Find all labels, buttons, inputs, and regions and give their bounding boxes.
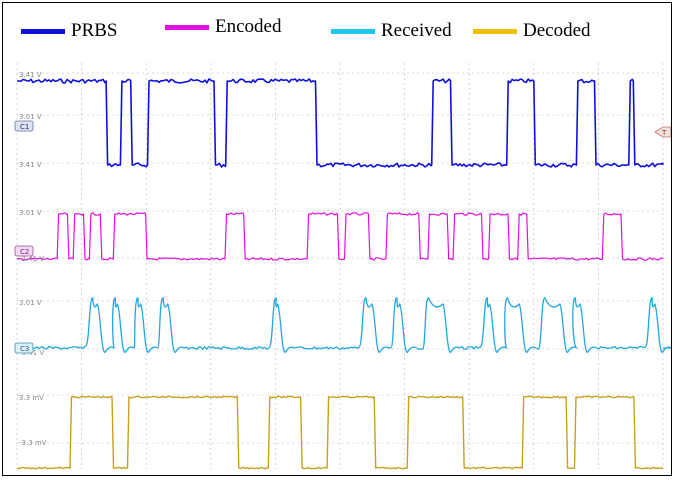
legend-label-decoded: Decoded (523, 20, 591, 41)
legend-item-received: Received (331, 19, 452, 43)
channel-marker-c1: C1 (14, 120, 34, 132)
plot-area (17, 63, 663, 469)
tick-label-prbs-top: 3.41 V (19, 71, 42, 79)
trace-encoded (16, 212, 664, 261)
tick-label-prbs-low: 3.41 V (19, 161, 42, 169)
legend-swatch-prbs (21, 28, 65, 34)
legend-item-encoded: Encoded (165, 15, 281, 39)
chart-frame: PRBS Encoded Received Decoded 3.41 V 3.0… (2, 2, 672, 476)
legend-swatch-received (331, 28, 375, 34)
svg-text:C1: C1 (20, 123, 29, 131)
tick-label-encoded-low: -3.41 V (19, 255, 44, 263)
trace-decoded (16, 395, 664, 470)
svg-text:T: T (661, 129, 667, 137)
traces (16, 78, 671, 470)
legend-item-decoded: Decoded (473, 19, 591, 43)
oscilloscope-plot: 3.41 V 3.01 V 3.41 V 3.01 V -3.41 V 3.01… (14, 63, 671, 470)
tick-label-decoded-top: 3.3 mV (19, 394, 44, 402)
tick-label-encoded-top: 3.01 V (19, 209, 42, 217)
svg-text:C2: C2 (20, 248, 29, 256)
channel-marker-c2: C2 (14, 245, 34, 257)
tick-label-received-top: 3.01 V (19, 299, 42, 307)
tick-label-decoded-low: -3.3 mV (19, 439, 47, 447)
legend-item-prbs: PRBS (21, 19, 117, 43)
legend-label-encoded: Encoded (215, 16, 282, 37)
svg-text:C3: C3 (20, 345, 29, 353)
legend-swatch-encoded (165, 24, 209, 30)
trace-prbs (17, 78, 664, 168)
tick-label-prbs-mid: 3.01 V (19, 113, 42, 121)
legend-swatch-decoded (473, 28, 517, 34)
legend-label-prbs: PRBS (71, 20, 118, 41)
trigger-marker: T (654, 126, 671, 138)
channel-marker-c3: C3 (14, 342, 34, 354)
trace-received (16, 297, 671, 353)
legend-label-received: Received (381, 20, 452, 41)
legend: PRBS Encoded Received Decoded (3, 3, 671, 55)
